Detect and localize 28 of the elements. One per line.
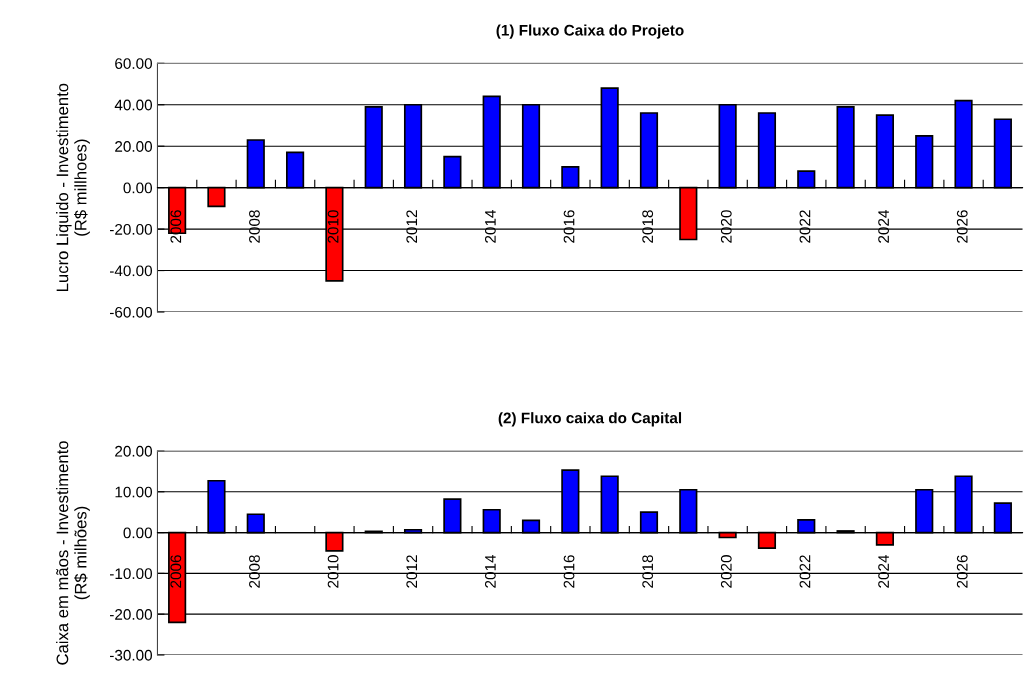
x-tick-label: 2008 (249, 210, 260, 243)
x-tick-label: 2018 (642, 210, 654, 243)
y-tick-label: 0.00 (123, 182, 153, 194)
y-tick-label: 20.00 (115, 445, 153, 457)
x-tick-label: 2010 (327, 210, 339, 243)
y-tick-label: -30.00 (109, 649, 153, 661)
x-tick-label: 2016 (563, 210, 575, 243)
y-tick-label: 20.00 (115, 141, 153, 152)
y-axis-title: Caixa em mãos - Investimento (R$ milhões) (56, 441, 90, 665)
x-tick-label: 2022 (799, 210, 811, 243)
x-tick-label: 2026 (956, 210, 968, 243)
y-tick-label: -10.00 (109, 568, 153, 580)
x-tick-label: 2024 (878, 209, 890, 243)
y-tick-label: -20.00 (109, 223, 153, 235)
y-tick-label: 60.00 (115, 58, 153, 69)
x-tick-label: 2020 (720, 210, 732, 243)
y-tick-label: -60.00 (109, 306, 153, 318)
x-tick-label: 2014 (484, 209, 496, 243)
chart-title: (1) Fluxo Caixa do Projeto (496, 24, 684, 39)
y-tick-label: 0.00 (123, 527, 153, 539)
y-tick-label: 10.00 (115, 486, 153, 498)
y-tick-label: -40.00 (109, 265, 153, 277)
x-tick-label: 2012 (406, 210, 418, 243)
chart-title: (2) Fluxo caixa do Capital (498, 412, 682, 427)
y-tick-label: 40.00 (114, 99, 153, 111)
y-tick-label: -20.00 (109, 609, 153, 620)
y-axis-title: Lucro Liquido - Investimento (R$ millhoes) (56, 83, 90, 291)
x-tick-label: 2006 (170, 555, 182, 588)
